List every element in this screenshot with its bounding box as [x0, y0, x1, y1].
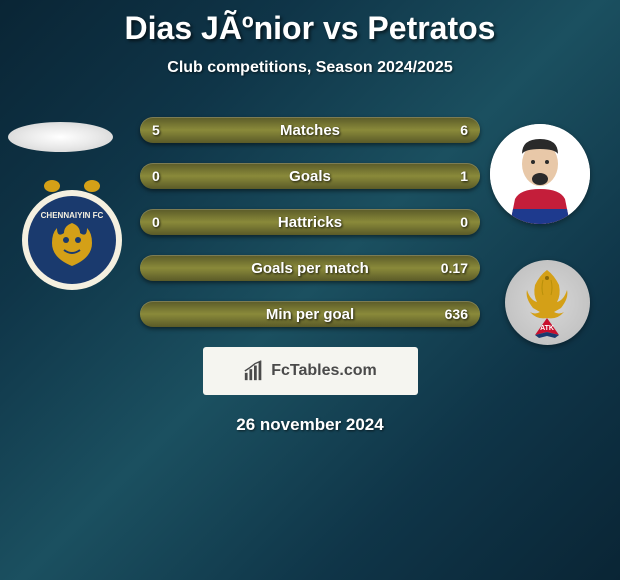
page-title: Dias JÃºnior vs Petratos — [0, 0, 620, 47]
stat-left-value: 0 — [152, 168, 192, 184]
watermark-text: FcTables.com — [271, 362, 377, 380]
date-text: 26 november 2024 — [0, 415, 620, 435]
stat-label: Min per goal — [192, 306, 428, 323]
chart-icon — [243, 360, 265, 382]
stat-right-value: 0 — [428, 214, 468, 230]
watermark: FcTables.com — [203, 347, 418, 395]
stat-right-value: 1 — [428, 168, 468, 184]
stats-container: 5 Matches 6 0 Goals 1 0 Hattricks 0 Goal… — [0, 117, 620, 327]
stat-right-value: 0.17 — [428, 260, 468, 276]
stat-right-value: 6 — [428, 122, 468, 138]
stat-row-goals: 0 Goals 1 — [140, 163, 480, 189]
stat-row-min-per-goal: Min per goal 636 — [140, 301, 480, 327]
stat-label: Matches — [192, 122, 428, 139]
stat-label: Goals per match — [192, 260, 428, 277]
stat-right-value: 636 — [428, 306, 468, 322]
stat-left-value: 5 — [152, 122, 192, 138]
stat-left-value: 0 — [152, 214, 192, 230]
stat-row-hattricks: 0 Hattricks 0 — [140, 209, 480, 235]
subtitle: Club competitions, Season 2024/2025 — [0, 59, 620, 77]
stat-label: Goals — [192, 168, 428, 185]
stat-row-matches: 5 Matches 6 — [140, 117, 480, 143]
stat-row-goals-per-match: Goals per match 0.17 — [140, 255, 480, 281]
stat-label: Hattricks — [192, 214, 428, 231]
